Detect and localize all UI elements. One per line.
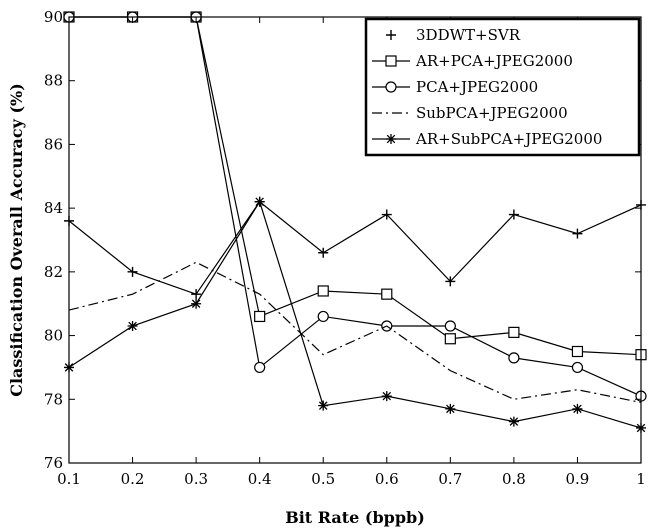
data-point <box>444 320 456 332</box>
legend-box <box>364 17 641 157</box>
data-point <box>508 209 519 220</box>
data-point <box>317 310 329 323</box>
legend-label: SubPCA+JPEG2000 <box>416 104 568 122</box>
data-point <box>381 209 392 220</box>
legend-item: SubPCA+JPEG2000 <box>372 104 568 122</box>
y-tick-label: 90 <box>44 8 63 26</box>
legend-item: 3DDWT+SVR <box>386 26 521 44</box>
legend-label: PCA+JPEG2000 <box>416 78 538 96</box>
x-tick-label: 0.8 <box>502 470 526 488</box>
data-point <box>572 403 583 414</box>
data-point <box>254 196 265 207</box>
x-tick-label: 0.2 <box>121 470 145 488</box>
data-point <box>381 391 392 402</box>
data-point <box>318 400 329 411</box>
legend-marker <box>385 81 397 93</box>
y-tick-label: 84 <box>44 199 63 217</box>
y-tick-label: 88 <box>44 72 63 90</box>
plot-frame <box>68 16 642 464</box>
series-line <box>68 261 642 404</box>
data-point <box>127 266 138 277</box>
y-tick-label: 80 <box>44 327 63 345</box>
y-tick-label: 82 <box>44 263 63 281</box>
series-line <box>68 200 642 295</box>
y-tick-label: 76 <box>44 454 63 472</box>
y-axis-title: Classification Overall Accuracy (%) <box>7 83 26 397</box>
x-tick-label: 0.6 <box>375 470 399 488</box>
x-tick-label: 1 <box>636 470 646 488</box>
legend-marker <box>386 30 396 40</box>
data-point <box>254 310 266 323</box>
legend-item: PCA+JPEG2000 <box>372 78 538 96</box>
data-point <box>571 345 584 358</box>
data-point <box>191 298 202 309</box>
data-point <box>254 361 266 374</box>
data-point <box>508 352 520 364</box>
data-point <box>445 276 456 287</box>
series-4 <box>68 261 642 404</box>
x-tick-label: 0.5 <box>311 470 335 488</box>
data-point <box>508 326 520 338</box>
ticks-layer: 0.1 0.2 0.3 0.4 0.5 0.6 0.7 0.8 0.9 1 76 78 80 82 84 86… <box>44 8 646 488</box>
x-tick-label: 0.9 <box>566 470 590 488</box>
legend-marker <box>386 134 396 144</box>
data-point <box>571 361 584 374</box>
x-tick-label: 0.3 <box>184 470 208 488</box>
x-tick-label: 0.7 <box>438 470 462 488</box>
data-point <box>572 228 583 239</box>
legend-item: AR+SubPCA+JPEG2000 <box>372 130 602 148</box>
data-point <box>508 416 519 427</box>
x-axis-title: Bit Rate (bppb) <box>285 508 425 527</box>
data-point <box>381 288 393 300</box>
x-tick-label: 0.1 <box>57 470 81 488</box>
series-line <box>68 200 642 429</box>
legend-label: 3DDWT+SVR <box>416 26 521 44</box>
data-point <box>191 289 202 300</box>
legend-marker <box>385 55 397 67</box>
legend: 3DDWT+SVR AR+PCA+JPEG2000 PCA+JPEG2000 SubP… <box>364 17 641 157</box>
y-tick-label: 78 <box>44 390 63 408</box>
data-point <box>317 285 329 297</box>
legend-item: AR+PCA+JPEG2000 <box>372 52 573 70</box>
x-tick-label: 0.4 <box>248 470 272 488</box>
data-point <box>318 247 329 258</box>
legend-label: AR+SubPCA+JPEG2000 <box>415 130 602 148</box>
data-point <box>445 403 456 414</box>
legend-label: AR+PCA+JPEG2000 <box>415 52 573 70</box>
data-point <box>127 321 138 332</box>
data-point <box>444 333 456 345</box>
y-tick-label: 86 <box>44 135 63 153</box>
